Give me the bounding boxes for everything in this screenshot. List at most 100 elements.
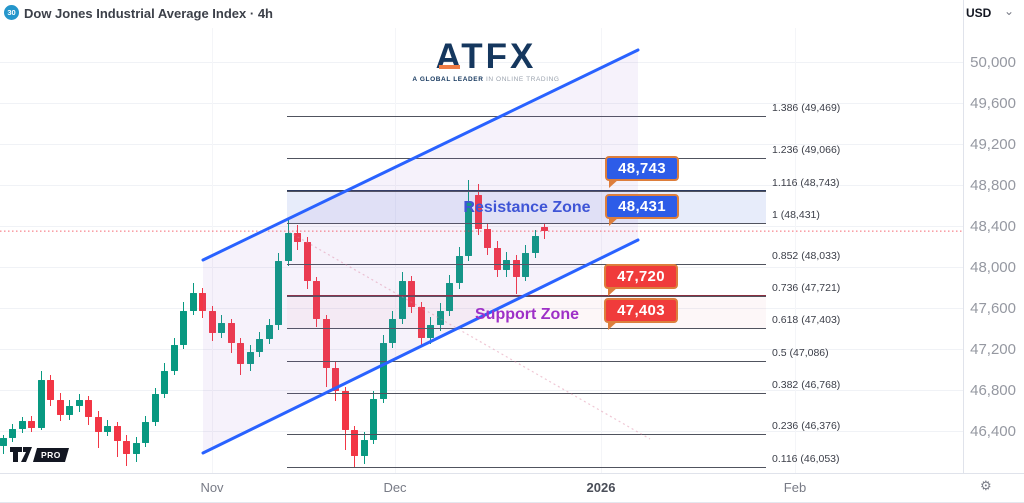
price-axis-label: 46,400 xyxy=(970,423,1016,440)
candle xyxy=(75,400,83,407)
fib-level-label: 0.852 (48,033) xyxy=(772,249,841,262)
candle xyxy=(227,323,235,343)
candle xyxy=(189,292,197,312)
currency-select[interactable]: USD xyxy=(966,6,992,20)
chart-header: 30 Dow Jones Industrial Average Index · … xyxy=(0,0,1024,28)
gear-icon[interactable]: ⚙ xyxy=(980,478,992,493)
time-axis[interactable]: ⚙ Nov Dec 2026 Feb xyxy=(0,473,1024,502)
candle xyxy=(199,292,206,312)
candle xyxy=(85,400,92,417)
time-gridline xyxy=(395,28,396,473)
fib-level-label: 1.236 (49,066) xyxy=(772,143,841,156)
candle xyxy=(113,425,121,442)
price-axis-label: 49,600 xyxy=(970,95,1016,112)
candle xyxy=(237,342,244,365)
candle xyxy=(56,400,64,415)
candle xyxy=(522,252,529,278)
fib-level-line xyxy=(287,116,766,118)
tradingview-logo-icon xyxy=(10,447,32,462)
fib-level-label: 0.618 (47,403) xyxy=(772,314,841,327)
candle xyxy=(18,420,26,429)
time-axis-label: Feb xyxy=(783,480,807,495)
candle xyxy=(455,255,463,284)
price-axis-label: 48,400 xyxy=(970,218,1016,235)
candle xyxy=(94,416,102,433)
candle xyxy=(28,420,35,428)
price-callout[interactable]: 48,743 xyxy=(605,156,679,188)
candle xyxy=(512,259,520,278)
callout-tail-icon xyxy=(608,321,618,330)
price-callout[interactable]: 47,720 xyxy=(604,264,678,296)
candle xyxy=(66,406,73,415)
price-axis-label: 47,200 xyxy=(970,341,1016,358)
candle xyxy=(151,394,159,422)
candle xyxy=(123,441,130,454)
price-axis-label: 49,200 xyxy=(970,136,1016,153)
candle xyxy=(142,421,149,444)
callout-tail-icon xyxy=(608,287,618,296)
candle xyxy=(208,311,216,333)
candle xyxy=(284,233,292,261)
atfx-brand: ATFX xyxy=(435,37,537,76)
candle xyxy=(484,229,491,248)
candle xyxy=(218,323,225,333)
candle xyxy=(332,368,339,392)
chevron-down-icon[interactable]: ⌄ xyxy=(1004,4,1015,18)
time-axis-label: Dec xyxy=(383,480,407,495)
candle xyxy=(493,247,501,271)
candle xyxy=(503,259,510,271)
candle xyxy=(303,242,311,282)
atfx-tagline: A GLOBAL LEADER IN ONLINE TRADING xyxy=(412,76,560,83)
candle xyxy=(256,338,263,353)
fib-level-line xyxy=(287,222,766,224)
fib-level-label: 0.236 (46,376) xyxy=(772,419,841,432)
price-gridline xyxy=(0,226,963,227)
fib-level-line xyxy=(287,190,766,192)
candle xyxy=(360,440,368,456)
fib-level-line xyxy=(287,295,766,297)
fib-level-label: 1.116 (48,743) xyxy=(772,176,840,189)
callout-tail-icon xyxy=(609,217,619,226)
candle xyxy=(379,342,387,400)
fib-level-line xyxy=(287,157,766,159)
fib-level-line xyxy=(287,393,766,395)
price-axis-label: 46,800 xyxy=(970,382,1016,399)
fib-level-label: 0.382 (46,768) xyxy=(772,379,841,392)
price-callout[interactable]: 48,431 xyxy=(605,194,679,226)
tradingview-watermark: PRO xyxy=(10,447,69,462)
candle xyxy=(9,428,16,439)
time-axis-label: Nov xyxy=(200,480,224,495)
atfx-orange-dash xyxy=(439,65,460,69)
resistance-zone-label: Resistance Zone xyxy=(463,199,591,216)
candle xyxy=(531,236,539,253)
candle xyxy=(341,391,349,430)
pro-badge: PRO xyxy=(32,447,69,462)
atfx-watermark: ATFX A GLOBAL LEADER IN ONLINE TRADING xyxy=(403,37,569,83)
fib-level-label: 0.5 (47,086) xyxy=(772,346,829,359)
fib-level-line xyxy=(287,433,766,435)
support-zone-label: Support Zone xyxy=(475,306,579,323)
candle xyxy=(294,233,301,243)
candle xyxy=(161,370,168,395)
price-callout[interactable]: 47,403 xyxy=(604,298,678,330)
price-axis-label: 47,600 xyxy=(970,300,1016,317)
fib-level-line xyxy=(287,360,766,362)
candle xyxy=(37,379,45,428)
candle xyxy=(132,443,140,454)
time-gridline xyxy=(212,28,213,473)
candle xyxy=(47,379,54,401)
candle xyxy=(180,311,187,345)
time-gridline xyxy=(795,28,796,473)
candle xyxy=(265,325,273,339)
fib-level-line xyxy=(287,328,766,330)
candle xyxy=(246,352,254,365)
symbol-title[interactable]: Dow Jones Industrial Average Index · 4h xyxy=(24,6,273,21)
price-axis-label: 48,000 xyxy=(970,259,1016,276)
fib-level-label: 0.736 (47,721) xyxy=(772,281,841,294)
fib-level-label: 0.116 (46,053) xyxy=(772,452,840,465)
candle xyxy=(170,344,178,371)
price-axis[interactable]: 50,000 49,600 49,200 48,800 48,400 48,000 47,6… xyxy=(963,0,1024,473)
time-axis-label: 2026 xyxy=(586,480,616,495)
candle xyxy=(0,438,7,447)
